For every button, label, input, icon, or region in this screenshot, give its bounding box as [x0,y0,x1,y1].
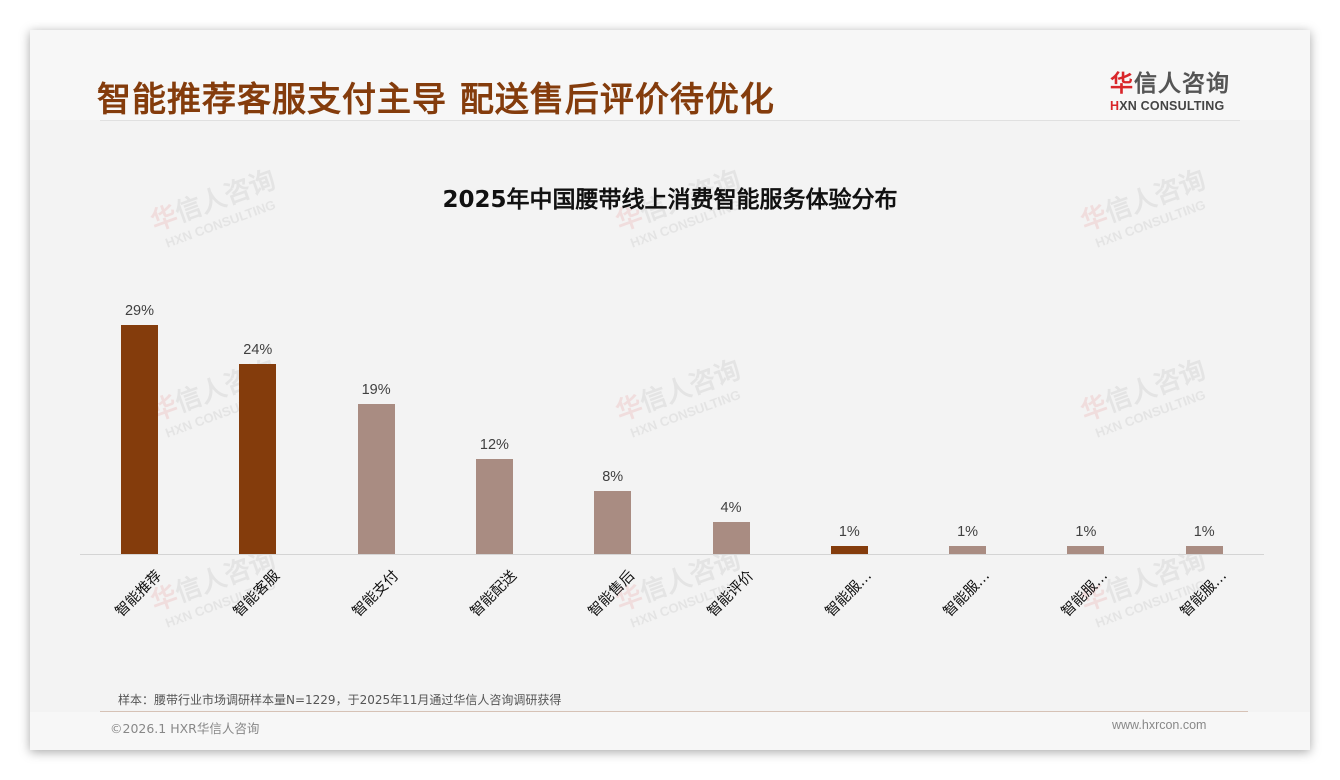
bar-value-label: 19% [361,382,391,398]
bar-group: 29% [121,299,158,554]
brand-logo: 华信人咨询 HXN CONSULTING [1110,64,1240,113]
bar[interactable] [830,546,868,554]
header-divider [100,120,1240,121]
footer-band [30,712,1310,750]
bar-group: 1% [949,520,987,554]
bar-value-label: 12% [479,437,509,453]
bar-group: 1% [830,520,868,554]
x-axis-category-label: 智能服… [822,567,875,621]
x-axis-category-label: 智能客服 [231,567,284,621]
bar[interactable] [239,364,277,554]
x-axis-category-label: 智能评价 [704,567,757,621]
bar[interactable] [949,546,987,554]
bar-group: 19% [357,378,395,554]
bar[interactable] [475,459,513,554]
bar-group: 1% [1067,520,1105,554]
logo-cn-text: 信人咨询 [1134,71,1230,97]
bar-value-label: 1% [1075,524,1097,540]
bar-chart-plot: 29% 24% 19% 12% 8% 4% 1% 1% 1% 1% [80,230,1264,555]
logo-en-text: XN CONSULTING [1119,99,1225,113]
x-axis-category-label: 智能服… [1059,567,1112,621]
bar[interactable] [357,404,395,554]
bar-group: 24% [239,338,277,554]
x-axis-category-label: 智能服… [1177,567,1230,621]
x-axis-category-label: 智能推荐 [112,567,166,621]
website-link[interactable]: www.hxrcon.com [1112,718,1207,732]
bar-group: 8% [594,465,632,554]
bar[interactable] [1067,546,1105,554]
page-title: 智能推荐客服支付主导 配送售后评价待优化 [97,80,775,120]
x-axis-line [80,554,1264,555]
logo-cn-mark: 华 [1110,71,1134,97]
source-note: 样本：腰带行业市场调研样本量N=1229，于2025年11月通过华信人咨询调研获… [118,693,562,707]
bar[interactable] [1185,546,1223,554]
logo-en: HXN CONSULTING [1110,99,1240,113]
logo-cn: 华信人咨询 [1110,64,1240,98]
bar[interactable] [712,522,750,554]
header-band [30,30,1310,120]
footer-divider [100,711,1248,712]
x-axis-category-label: 智能配送 [467,567,521,621]
copyright: ©2026.1 HXR华信人咨询 [110,721,260,736]
x-axis-category-label: 智能服… [940,567,994,621]
bar-group: 1% [1185,520,1223,554]
bar[interactable] [121,325,158,554]
bar[interactable] [594,491,632,554]
bar-value-label: 24% [243,342,273,358]
chart-title: 2025年中国腰带线上消费智能服务体验分布 [442,187,898,213]
bar-value-label: 1% [1193,524,1215,540]
logo-en-mark: H [1110,99,1120,113]
slide: 智能推荐客服支付主导 配送售后评价待优化 华信人咨询 HXN CONSULTIN… [30,30,1310,750]
bar-group: 4% [712,496,750,554]
bar-value-label: 29% [124,303,155,319]
x-axis-category-label: 智能售后 [586,567,639,621]
bar-value-label: 4% [720,500,742,516]
x-axis-category-label: 智能支付 [349,567,402,621]
bar-value-label: 1% [957,524,979,540]
bar-group: 12% [475,433,513,554]
bar-value-label: 1% [838,524,860,540]
bar-value-label: 8% [602,469,624,485]
